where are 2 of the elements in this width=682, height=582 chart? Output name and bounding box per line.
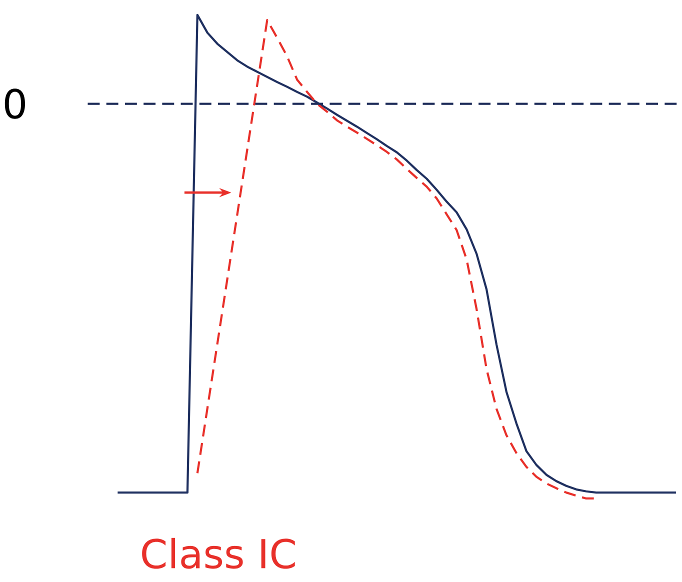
ref-line-label: 0 (4, 88, 25, 119)
text: Class IC (142, 538, 295, 569)
